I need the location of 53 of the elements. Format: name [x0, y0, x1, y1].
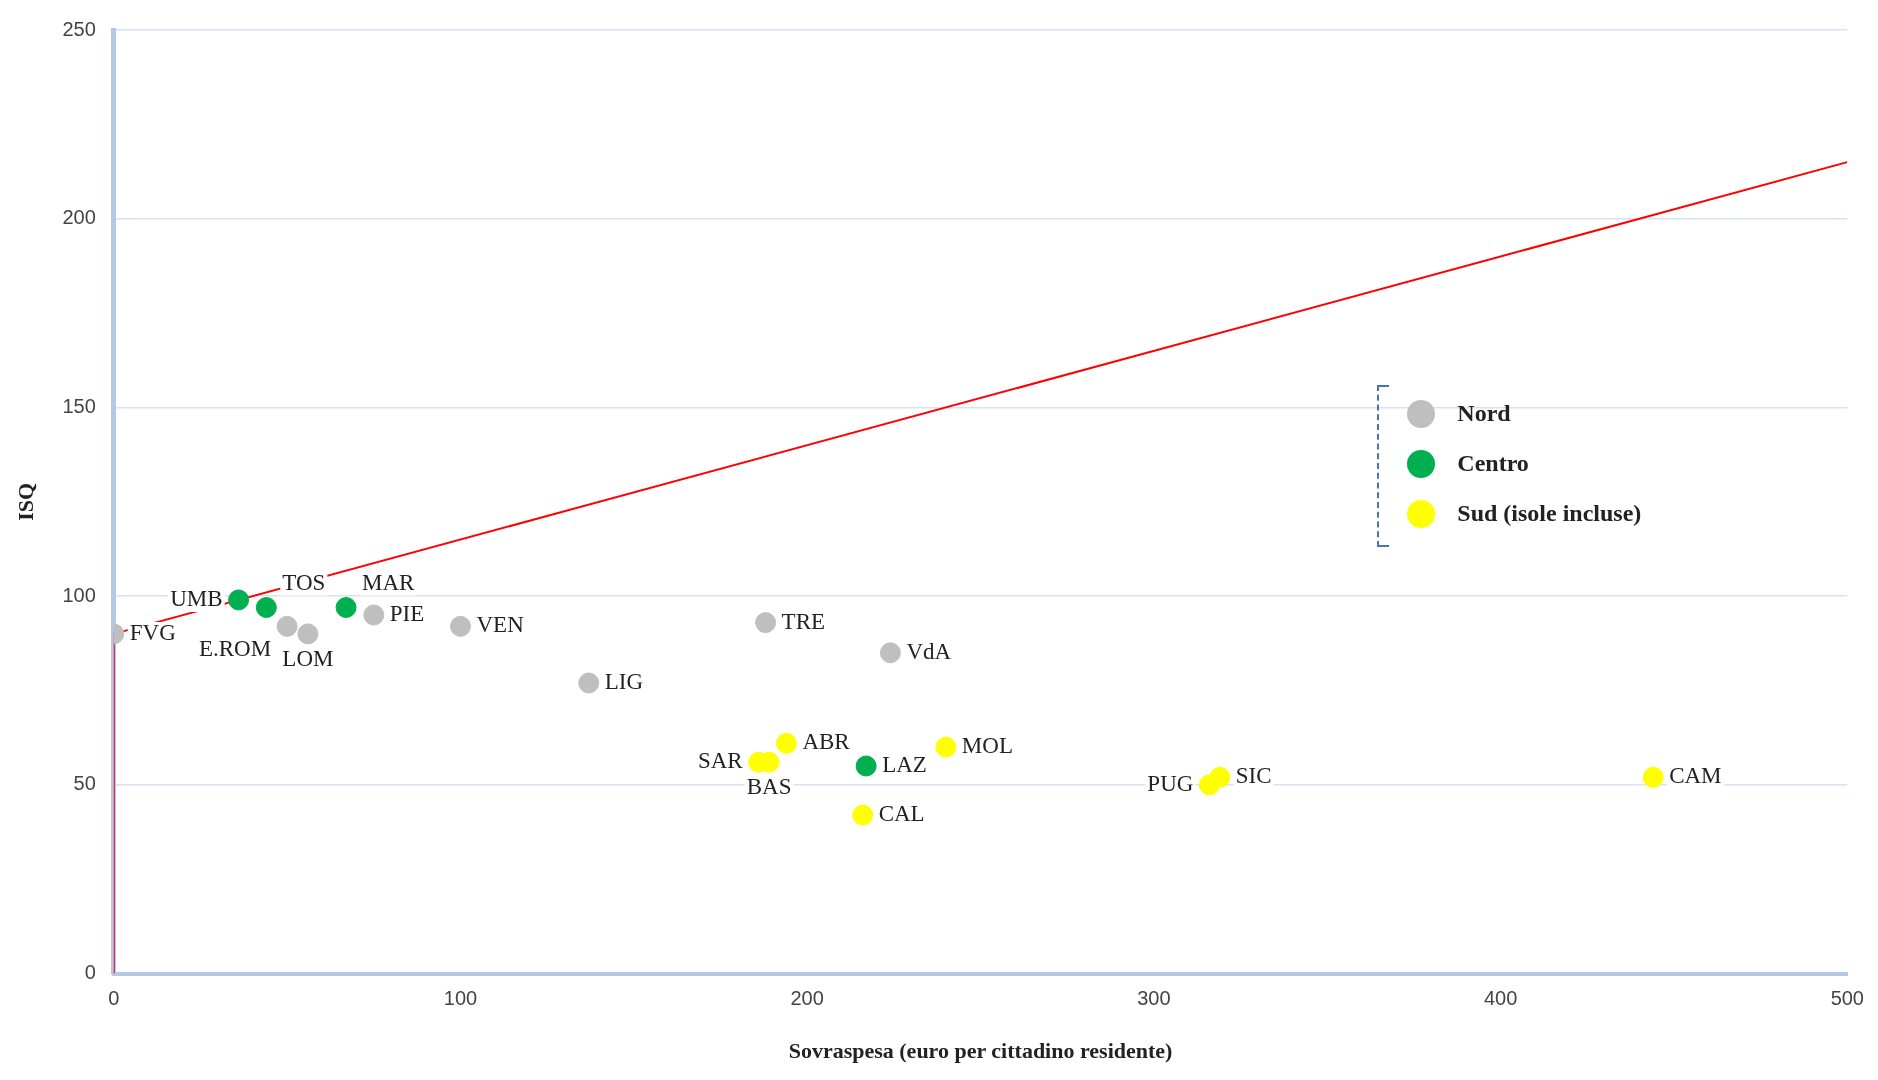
x-tick-label: 0 [108, 987, 120, 1010]
annotation: TRE [781, 608, 826, 634]
legend-label: Sud (isole incluse) [1457, 500, 1642, 528]
x-tick-label: 500 [1830, 987, 1864, 1010]
point [879, 642, 901, 664]
annotation: LIG [604, 669, 644, 695]
point [852, 804, 874, 826]
point [276, 615, 298, 637]
annotation: PUG [1147, 770, 1194, 796]
legend-label: Nord [1457, 400, 1511, 428]
point [755, 612, 777, 634]
annotation: MOL [961, 733, 1013, 759]
x-tick-label: 200 [790, 987, 824, 1010]
point [297, 623, 319, 645]
annotation: MAR [362, 569, 416, 595]
point [1209, 766, 1231, 788]
point [228, 589, 250, 611]
x-tick-label: 100 [443, 987, 478, 1010]
point [449, 615, 471, 637]
y-tick-label: 150 [62, 394, 96, 417]
annotation: BAS [746, 774, 792, 800]
annotation: LAZ [882, 752, 927, 778]
annotation: FVG [129, 619, 176, 645]
legend-label: Centro [1457, 450, 1529, 478]
annotation: VEN [476, 612, 525, 638]
y-tick-label: 50 [73, 772, 96, 795]
x-axis-title: Sovraspesa (euro per cittadino residente) [788, 1038, 1173, 1064]
x-tick-label: 300 [1137, 987, 1171, 1010]
annotation: SIC [1235, 763, 1272, 789]
annotation: E.ROM [198, 636, 272, 662]
annotation: LOM [282, 645, 334, 671]
annotation: CAM [1669, 763, 1722, 789]
y-axis-title: ISQ [12, 482, 38, 521]
annotation: VdA [906, 638, 952, 664]
annotation: SAR [697, 748, 744, 774]
annotation: CAL [878, 801, 925, 827]
y-tick-label: 0 [84, 961, 96, 984]
point [1642, 766, 1664, 788]
point [775, 732, 797, 754]
annotation: PIE [389, 601, 425, 627]
point [335, 596, 357, 618]
point [855, 755, 877, 777]
y-tick-label: 100 [62, 583, 96, 606]
point [935, 736, 957, 758]
point [255, 596, 277, 618]
annotation: ABR [802, 729, 851, 755]
point [363, 604, 385, 626]
y-tick-label: 200 [62, 206, 96, 229]
annotation: TOS [282, 569, 326, 595]
x-tick-label: 400 [1483, 987, 1518, 1010]
point [578, 672, 600, 694]
y-tick-label: 250 [62, 17, 96, 40]
annotation: UMB [170, 585, 223, 611]
